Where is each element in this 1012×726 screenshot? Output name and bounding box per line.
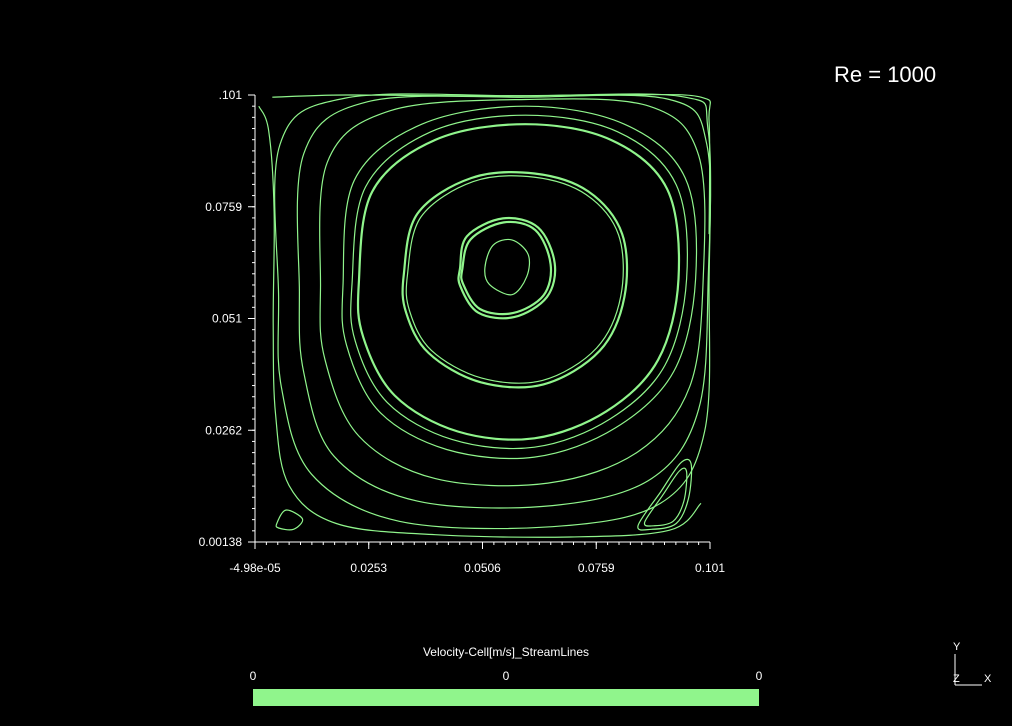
x-tick-label: -4.98e-05 (229, 561, 281, 575)
triad-axes-icon (954, 654, 982, 686)
colorbar (253, 689, 759, 706)
streamline-8 (319, 98, 706, 487)
triad-z-label: Z (953, 673, 960, 685)
streamline-3 (401, 171, 629, 389)
y-tick-label: 0.0759 (205, 200, 242, 214)
streamline-4 (405, 175, 624, 384)
triad-y-label: Y (953, 641, 961, 653)
streamline-12 (272, 93, 711, 235)
x-tick-label: 0.0759 (578, 561, 615, 575)
orientation-triad: Y Z X (946, 640, 1006, 690)
streamline-5 (356, 123, 681, 441)
streamline-9 (296, 94, 712, 509)
streamline-0 (484, 238, 531, 296)
streamline-7 (341, 105, 698, 460)
x-tick-label: 0.0253 (350, 561, 387, 575)
y-tick-label: .101 (219, 88, 243, 102)
streamline-11 (258, 105, 702, 538)
streamline-13 (275, 509, 304, 531)
y-tick-label: 0.051 (212, 312, 242, 326)
colorbar-tick-mid: 0 (502, 669, 510, 683)
streamlines-group (258, 93, 712, 538)
streamline-15 (643, 467, 688, 527)
x-tick-label: 0.0506 (464, 561, 501, 575)
plot-axes: -4.98e-05 0.0253 0.0506 0.0759 0.101 .101 0.07… (199, 88, 726, 575)
reynolds-number-label: Re = 1000 (834, 62, 937, 87)
y-tick-label: 0.0262 (205, 423, 242, 437)
colorbar-tick-max: 0 (755, 669, 763, 683)
streamline-10 (274, 93, 712, 530)
x-tick-label: 0.101 (695, 561, 725, 575)
y-tick-label: 0.00138 (199, 535, 243, 549)
streamline-6 (350, 114, 688, 450)
streamline-1 (457, 216, 557, 320)
colorbar-title: Velocity-Cell[m/s]_StreamLines (422, 645, 590, 659)
streamline-14 (637, 458, 693, 531)
colorbar-tick-min: 0 (249, 669, 257, 683)
triad-x-label: X (984, 673, 992, 685)
streamline-2 (460, 220, 553, 316)
